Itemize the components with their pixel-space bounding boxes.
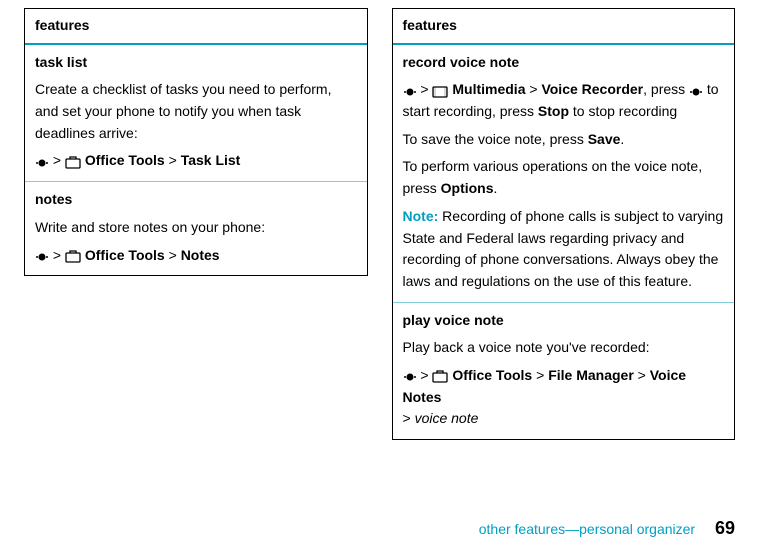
path-office-tools: Office Tools (452, 367, 532, 383)
right-header: features (393, 9, 735, 45)
play-path: > Office Tools > File Manager > Voice No… (403, 365, 725, 430)
record-path-line: > Multimedia > Voice Recorder, press to … (403, 79, 725, 122)
record-note: Note: Recording of phone calls is subjec… (403, 206, 725, 293)
txt: . (620, 131, 624, 147)
office-tools-icon (432, 369, 448, 383)
left-features-table: features task list Create a checklist of… (24, 8, 368, 276)
task-list-desc: Create a checklist of tasks you need to … (35, 79, 357, 144)
gt: > (403, 410, 411, 426)
footer-page: 69 (715, 518, 735, 538)
task-list-title: task list (35, 52, 357, 74)
save-label: Save (588, 131, 621, 147)
page-footer: other features—personal organizer 69 (479, 518, 735, 539)
notes-cell: notes Write and store notes on your phon… (25, 181, 367, 275)
multimedia-icon (432, 84, 448, 98)
office-tools-icon (65, 155, 81, 169)
note-label: Note: (403, 208, 443, 224)
left-header: features (25, 9, 367, 45)
gt: > (420, 367, 428, 383)
record-options-line: To perform various operations on the voi… (403, 156, 725, 199)
gt: > (169, 152, 177, 168)
path-multimedia: Multimedia (452, 81, 525, 97)
play-voice-cell: play voice note Play back a voice note y… (393, 302, 735, 439)
gt: > (420, 81, 428, 97)
center-key-icon (35, 249, 49, 263)
center-key-icon (403, 369, 417, 383)
notes-title: notes (35, 189, 357, 211)
center-key-icon (403, 84, 417, 98)
right-features-table: features record voice note > Multimedia … (392, 8, 736, 440)
gt: > (169, 247, 177, 263)
path-notes: Notes (181, 247, 220, 263)
path-voice-recorder: Voice Recorder (541, 81, 643, 97)
txt: , press (643, 81, 689, 97)
record-title: record voice note (403, 52, 725, 74)
stop-label: Stop (538, 103, 569, 119)
office-tools-icon (65, 249, 81, 263)
txt: to stop recording (569, 103, 677, 119)
record-voice-cell: record voice note > Multimedia > Voice R… (393, 45, 735, 302)
path-file-manager: File Manager (548, 367, 634, 383)
path-task-list: Task List (181, 152, 241, 168)
path-office-tools: Office Tools (85, 247, 165, 263)
task-list-cell: task list Create a checklist of tasks yo… (25, 45, 367, 181)
txt: . (494, 180, 498, 196)
gt: > (638, 367, 646, 383)
task-list-path: > Office Tools > Task List (35, 150, 357, 172)
gt: > (53, 152, 61, 168)
notes-path: > Office Tools > Notes (35, 245, 357, 267)
note-body: Recording of phone calls is subject to v… (403, 208, 724, 289)
center-key-icon (689, 84, 703, 98)
path-office-tools: Office Tools (85, 152, 165, 168)
footer-section: other features—personal organizer (479, 521, 695, 537)
center-key-icon (35, 155, 49, 169)
notes-desc: Write and store notes on your phone: (35, 217, 357, 239)
play-desc: Play back a voice note you've recorded: (403, 337, 725, 359)
gt: > (536, 367, 544, 383)
record-save-line: To save the voice note, press Save. (403, 129, 725, 151)
play-title: play voice note (403, 310, 725, 332)
options-label: Options (441, 180, 494, 196)
path-voice-note-item: voice note (415, 410, 479, 426)
gt: > (53, 247, 61, 263)
gt: > (529, 81, 537, 97)
txt: To save the voice note, press (403, 131, 588, 147)
